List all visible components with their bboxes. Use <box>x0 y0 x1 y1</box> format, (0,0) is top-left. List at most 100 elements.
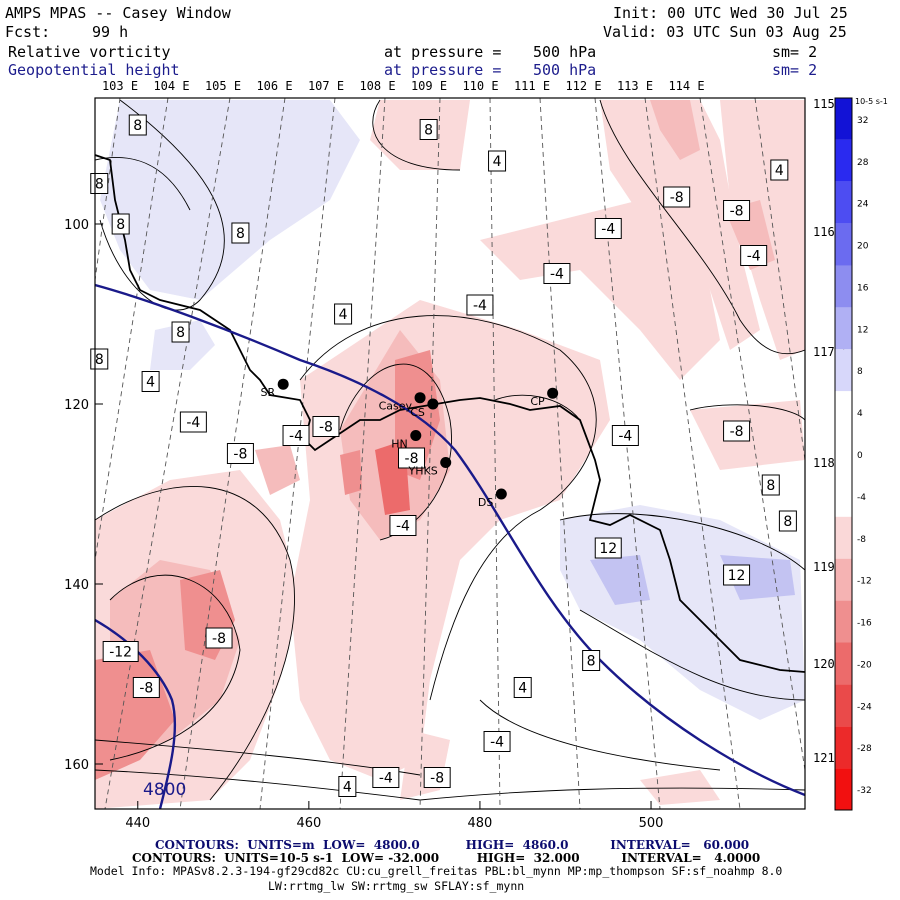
svg-text:-4: -4 <box>747 249 761 265</box>
station-cs: CS <box>410 398 439 419</box>
vorticity-contour-label: -8 <box>132 677 160 698</box>
svg-text:-8: -8 <box>670 190 684 206</box>
colorbar-swatch <box>835 307 852 350</box>
top-lon-label: 107 E <box>308 79 344 93</box>
colorbar-swatch <box>835 349 852 392</box>
vorticity-contour-label: -4 <box>389 515 417 536</box>
colorbar-tick-label: 0 <box>857 451 863 461</box>
colorbar-swatch <box>835 726 852 769</box>
forecast-label: Fcst: <box>5 23 51 41</box>
vorticity-contour-label: 4 <box>338 776 357 797</box>
station-hn: HN <box>391 430 422 451</box>
top-lon-label: 106 E <box>256 79 292 93</box>
station-label: Casey <box>379 400 413 413</box>
svg-text:-4: -4 <box>396 519 410 535</box>
vorticity-contour-label: 4 <box>488 150 507 172</box>
vorticity-contour-label: 4 <box>141 371 160 392</box>
init-time: Init: 00 UTC Wed 30 Jul 25 <box>613 4 848 22</box>
station-sr: SR <box>261 378 289 399</box>
vorticity-contour-label: -4 <box>483 731 511 752</box>
colorbar-unit: 10-5 s-1 <box>855 97 888 106</box>
svg-text:8: 8 <box>424 123 433 139</box>
top-lon-label: 114 E <box>668 79 704 93</box>
svg-text:4: 4 <box>343 780 352 796</box>
vorticity-contour-label: 12 <box>594 537 622 559</box>
colorbar-swatch <box>835 600 852 643</box>
svg-text:-8: -8 <box>319 420 333 436</box>
field2-level: 500 hPa <box>533 61 597 79</box>
vorticity-contour-label: -8 <box>205 627 233 649</box>
svg-text:-8: -8 <box>139 681 153 697</box>
vorticity-contour-label: -12 <box>102 641 139 662</box>
colorbar-tick-label: 28 <box>857 158 869 168</box>
top-lon-label: 110 E <box>462 79 498 93</box>
vorticity-contour-label: 8 <box>778 510 797 532</box>
top-longitude-labels: 103 E 104 E 105 E 106 E 107 E 108 E 109 E 110 E… <box>102 79 705 93</box>
vorticity-labels: 8 8 4 4 8 -8 -8 8 8 -4 -4 -4 -4 4 8 8 4 -4 -4 -8 -8 -4 -8 -8 8 -4… <box>90 114 797 797</box>
colorbar-tick-label: -16 <box>857 619 872 629</box>
colorbar-swatch <box>835 433 852 475</box>
svg-text:12: 12 <box>728 568 746 584</box>
vorticity-contour-label: -4 <box>611 425 639 446</box>
svg-text:-8: -8 <box>233 447 247 463</box>
plot-frame <box>94 97 806 810</box>
y-tick-label: 100 <box>64 218 89 233</box>
station-dot <box>440 457 452 468</box>
station-dot <box>414 392 426 404</box>
station-label: YHKS <box>408 465 438 478</box>
footer-vorticity-contours: CONTOURS: UNITS=10-5 s-1 LOW= -32.000 HI… <box>132 851 761 865</box>
svg-text:8: 8 <box>95 177 104 193</box>
vorticity-contour-label: -4 <box>282 425 310 446</box>
colorbar-swatch <box>835 223 852 266</box>
svg-text:8: 8 <box>116 217 125 233</box>
y-axis: 100 120 140 160 <box>64 218 103 773</box>
colorbar-tick-label: -8 <box>857 535 866 545</box>
colorbar-swatch <box>835 642 852 685</box>
svg-text:-4: -4 <box>186 415 200 431</box>
top-lon-label: 108 E <box>359 79 395 93</box>
colorbar-tick-label: -4 <box>857 493 866 503</box>
colorbar-swatch <box>835 768 852 810</box>
vorticity-contour-label: 8 <box>90 173 109 194</box>
svg-text:-4: -4 <box>490 735 504 751</box>
y-tick-label: 120 <box>64 398 89 413</box>
svg-text:8: 8 <box>587 654 596 670</box>
vorticity-contour-label: 4 <box>334 303 353 325</box>
svg-text:-4: -4 <box>618 429 632 445</box>
vorticity-contour-label: -8 <box>226 443 254 464</box>
app-title: AMPS MPAS -- Casey Window <box>5 4 231 22</box>
vorticity-contour-label: -4 <box>740 245 768 266</box>
y-tick-label: 140 <box>64 578 89 593</box>
station-label: CP <box>530 395 545 408</box>
svg-text:4: 4 <box>339 307 348 323</box>
svg-text:-8: -8 <box>212 631 226 647</box>
station-dot <box>410 430 422 441</box>
vorticity-contour-label: -4 <box>594 218 622 239</box>
vorticity-contour-label: 8 <box>761 474 780 496</box>
vorticity-contour-label: 8 <box>111 213 130 235</box>
station-label: HN <box>391 438 408 451</box>
colorbar-swatch <box>835 684 852 727</box>
colorbar-frame <box>834 97 853 811</box>
vorticity-contour-label: -4 <box>466 294 494 316</box>
vorticity-contour-label: 8 <box>128 114 147 136</box>
svg-text:-12: -12 <box>109 645 132 661</box>
field2-name: Geopotential height <box>8 61 180 79</box>
svg-text:-4: -4 <box>379 771 393 787</box>
top-lon-label: 109 E <box>411 79 447 93</box>
svg-text:4: 4 <box>493 154 502 170</box>
footer-height-contours: CONTOURS: UNITS=m LOW= 4800.0 HIGH= 4860… <box>155 838 750 852</box>
top-lon-label: 112 E <box>565 79 601 93</box>
svg-text:-8: -8 <box>730 204 744 220</box>
vorticity-contour-label: 4 <box>513 677 532 698</box>
longitude-grid <box>95 98 805 809</box>
x-tick-label: 500 <box>639 816 664 831</box>
station-cp: CP <box>530 387 559 408</box>
vorticity-contour-label: 8 <box>171 321 190 343</box>
vorticity-contour-label: -4 <box>372 767 400 788</box>
svg-text:8: 8 <box>95 352 104 368</box>
station-dot <box>277 378 289 390</box>
colorbar-tick-label: -24 <box>857 702 872 712</box>
field1-at: at pressure = <box>384 43 502 61</box>
field2-sm: sm= 2 <box>772 61 818 79</box>
